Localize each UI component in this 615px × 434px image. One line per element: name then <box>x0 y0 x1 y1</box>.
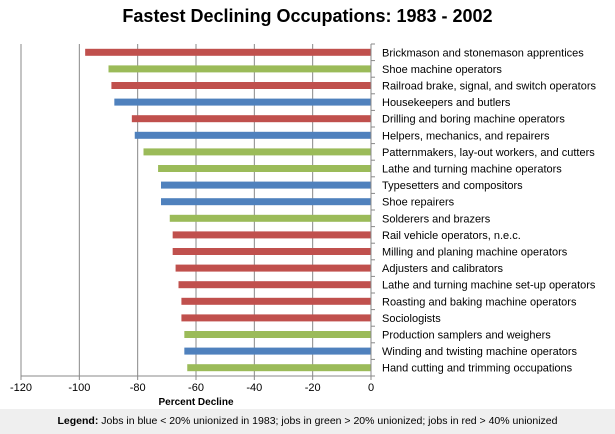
x-tick-label: -120 <box>10 382 32 394</box>
bar <box>172 231 371 239</box>
bar <box>161 181 371 189</box>
x-tick-label: -100 <box>68 382 90 394</box>
legend-bar: Legend: Jobs in blue < 20% unionized in … <box>0 409 615 434</box>
bar <box>184 331 371 338</box>
category-label: Typesetters and compositors <box>382 180 523 192</box>
category-label: Lathe and turning machine operators <box>382 164 562 176</box>
bar <box>175 264 371 272</box>
bar <box>108 65 371 73</box>
x-axis-title: Percent Decline <box>158 397 233 408</box>
category-label: Milling and planing machine operators <box>382 247 568 259</box>
chart-plot: -120 -100 -80 -60 -40 -20 0 Percent Decline Bri… <box>10 43 597 408</box>
category-label: Hand cutting and trimming occupations <box>382 363 573 375</box>
x-tick-label: 0 <box>368 382 374 394</box>
bar <box>181 297 371 305</box>
category-label: Lathe and turning machine set-up operato… <box>382 280 596 292</box>
category-label: Railroad brake, signal, and switch opera… <box>382 81 597 93</box>
bars <box>85 48 372 372</box>
axes: -120 -100 -80 -60 -40 -20 0 Percent Decline <box>10 43 375 408</box>
x-tick-label: -20 <box>305 382 321 394</box>
bar <box>181 314 371 322</box>
legend-text: Jobs in blue < 20% unionized in 1983; jo… <box>101 415 558 427</box>
bar <box>85 48 372 56</box>
bar <box>172 248 371 255</box>
bar <box>111 82 372 89</box>
category-label: Sociologists <box>382 313 441 325</box>
category-label: Production samplers and weighers <box>382 330 551 342</box>
category-label: Drilling and boring machine operators <box>382 114 565 126</box>
category-label: Patternmakers, lay-out workers, and cutt… <box>382 147 595 159</box>
bar <box>134 131 371 139</box>
category-label: Housekeepers and butlers <box>382 97 511 109</box>
category-label: Brickmason and stonemason apprentices <box>382 47 584 59</box>
category-label: Shoe machine operators <box>382 64 502 76</box>
category-label: Shoe repairers <box>382 197 455 209</box>
category-label: Adjusters and calibrators <box>382 263 504 275</box>
category-label: Winding and twisting machine operators <box>382 346 578 358</box>
bar <box>169 214 371 222</box>
x-tick-label: -60 <box>188 382 204 394</box>
bar <box>187 364 371 372</box>
bar <box>143 148 371 156</box>
bar <box>131 115 371 123</box>
category-label: Solderers and brazers <box>382 213 491 225</box>
bar <box>114 98 371 106</box>
category-label: Rail vehicle operators, n.e.c. <box>382 230 521 242</box>
category-labels: Brickmason and stonemason apprentices Sho… <box>382 47 597 374</box>
category-label: Roasting and baking machine operators <box>382 296 577 308</box>
bar <box>178 281 371 289</box>
category-label: Helpers, mechanics, and repairers <box>382 130 550 142</box>
legend-label: Legend: <box>57 415 99 427</box>
bar <box>161 198 371 206</box>
bar <box>158 165 371 172</box>
x-tick-label: -40 <box>246 382 262 394</box>
gridlines <box>20 44 314 376</box>
bar <box>184 347 371 355</box>
chart-title: Fastest Declining Occupations: 1983 - 20… <box>122 6 493 26</box>
x-tick-label: -80 <box>130 382 146 394</box>
